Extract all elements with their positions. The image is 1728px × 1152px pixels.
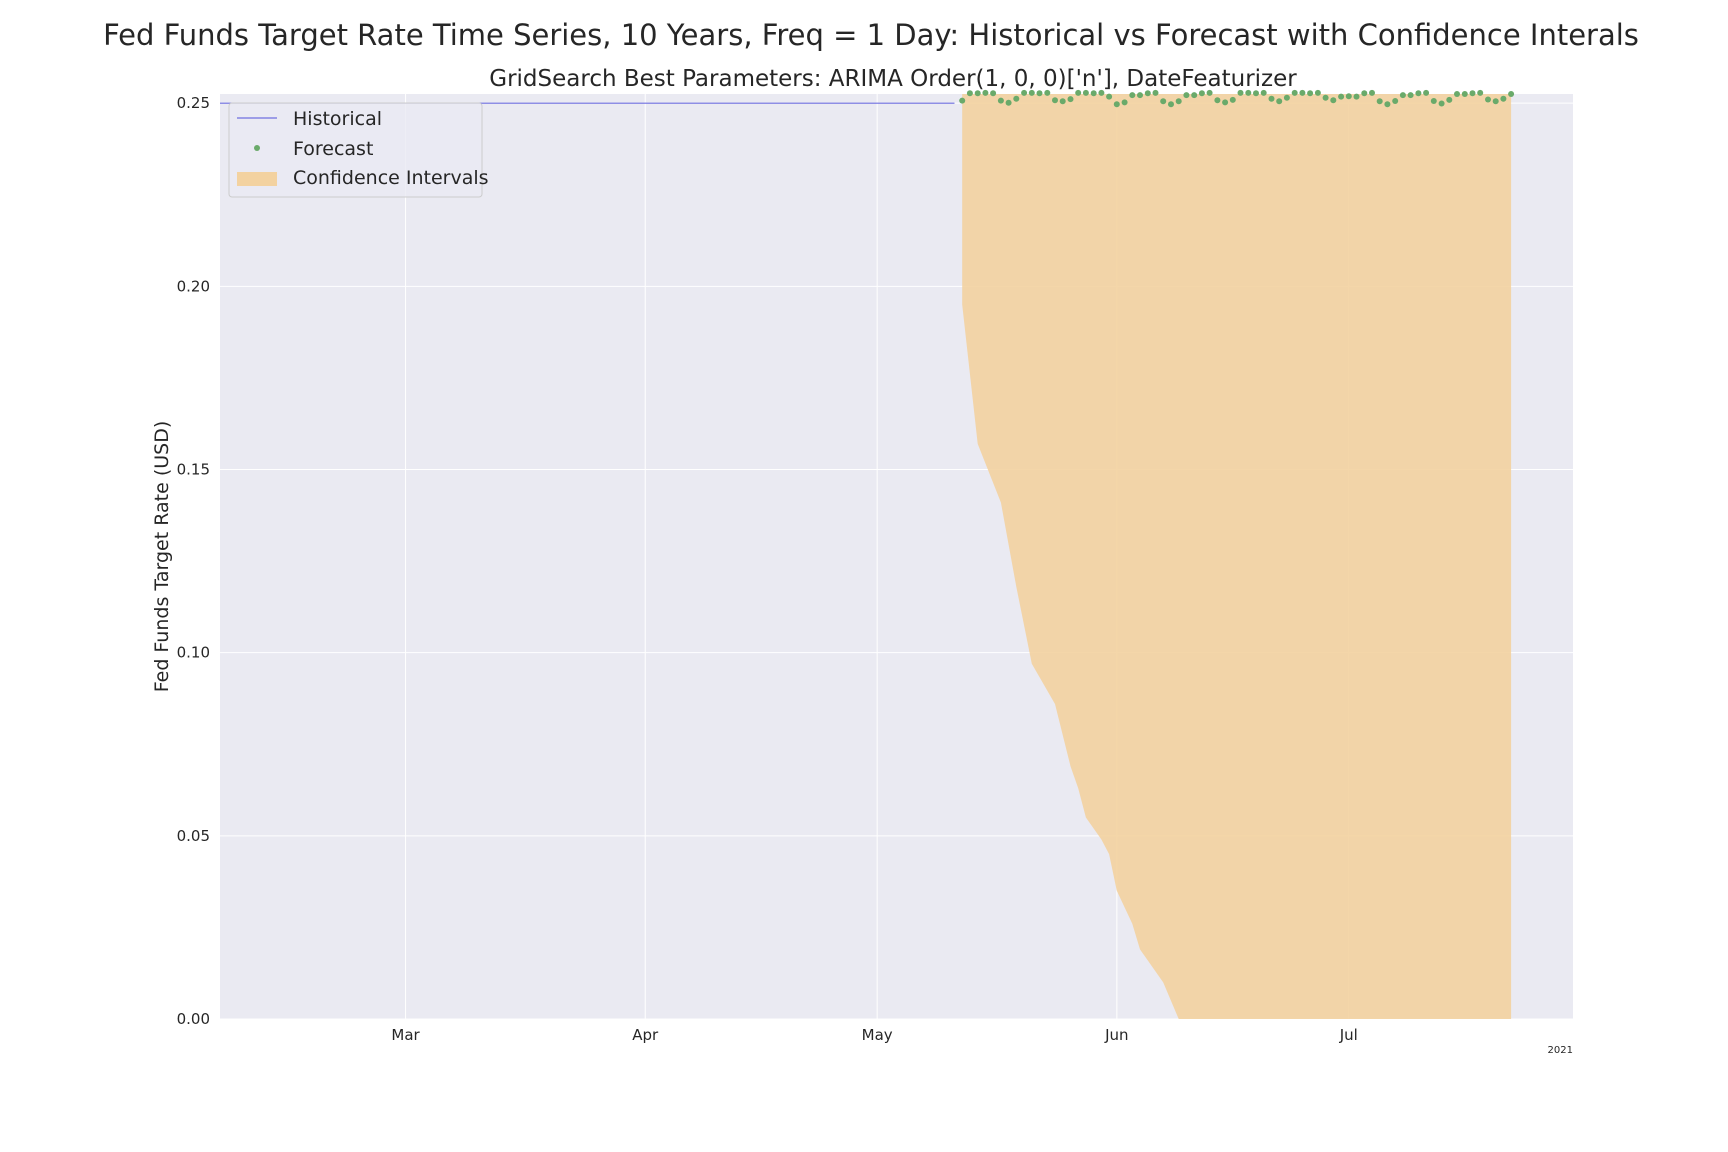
y-axis-label: Fed Funds Target Rate (USD) (151, 421, 173, 693)
forecast-point (1307, 90, 1314, 97)
forecast-point (1113, 101, 1120, 108)
forecast-point (1423, 89, 1430, 96)
legend-confidence-swatch (237, 172, 277, 186)
forecast-point (1399, 92, 1406, 99)
forecast-point (1485, 96, 1491, 103)
forecast-point (1067, 96, 1074, 103)
forecast-point (1152, 89, 1159, 96)
forecast-point (997, 97, 1004, 104)
forecast-point (1430, 98, 1437, 104)
chart-subtitle: GridSearch Best Parameters: ARIMA Order(… (489, 66, 1297, 92)
forecast-point (1013, 95, 1020, 102)
forecast-point (1106, 93, 1113, 100)
forecast-point (1021, 89, 1028, 96)
y-tick-label: 0.10 (177, 644, 210, 662)
forecast-point (1461, 91, 1468, 97)
legend-forecast-label: Forecast (293, 138, 373, 160)
forecast-point (1330, 97, 1337, 104)
forecast-point (1477, 89, 1484, 96)
chart-title: Fed Funds Target Rate Time Series, 10 Ye… (103, 18, 1639, 52)
forecast-point (1492, 98, 1499, 105)
forecast-point (1222, 99, 1229, 106)
forecast-point (1446, 96, 1453, 103)
forecast-point (1291, 89, 1298, 96)
y-tick-label: 0.15 (177, 460, 210, 478)
forecast-point (1384, 101, 1391, 108)
x-tick-label: Jul (1339, 1026, 1358, 1044)
forecast-point (1044, 89, 1051, 96)
forecast-point (1206, 89, 1213, 96)
legend-confidence-label: Confidence Intervals (293, 167, 489, 189)
forecast-point (974, 90, 981, 97)
legend: Historical Forecast Confidence Intervals (228, 102, 489, 198)
x-tick-label: Mar (391, 1026, 420, 1044)
forecast-point (1229, 96, 1236, 103)
forecast-point (1276, 98, 1283, 105)
x-axis-offset-label: 2021 (1548, 1045, 1573, 1056)
y-tick-label: 0.25 (177, 94, 210, 112)
forecast-point (1191, 92, 1198, 99)
forecast-point (1168, 101, 1174, 108)
forecast-point (1059, 98, 1066, 105)
forecast-point (1438, 100, 1445, 107)
y-tick-label: 0.05 (177, 827, 210, 845)
forecast-point (1052, 97, 1058, 104)
forecast-point (1082, 89, 1089, 96)
forecast-point (1075, 89, 1082, 96)
x-tick-label: Jun (1104, 1026, 1128, 1044)
forecast-point (1392, 98, 1399, 104)
forecast-point (1237, 89, 1244, 96)
legend-box (228, 102, 483, 198)
forecast-point (1508, 91, 1515, 97)
forecast-point (1137, 92, 1143, 99)
forecast-point (1454, 91, 1460, 97)
forecast-point (1183, 92, 1190, 99)
forecast-point (1198, 90, 1205, 97)
forecast-point (1160, 98, 1167, 105)
forecast-point (1338, 93, 1345, 100)
x-tick-label: May (862, 1026, 893, 1044)
forecast-point (1005, 99, 1012, 106)
forecast-point (1283, 94, 1290, 101)
forecast-point (1314, 89, 1321, 96)
forecast-point (1245, 89, 1252, 96)
forecast-point (1175, 98, 1182, 105)
forecast-point (990, 90, 997, 97)
forecast-point (1260, 89, 1267, 96)
forecast-point (1098, 89, 1105, 96)
forecast-point (1361, 90, 1368, 97)
y-tick-label: 0.00 (177, 1010, 210, 1028)
forecast-point (1322, 94, 1329, 101)
tick-labels: 0.00 0.05 0.10 0.15 0.20 0.25 Mar Apr May Jun Jul (177, 94, 1358, 1044)
forecast-point (1253, 90, 1259, 97)
forecast-point (1121, 99, 1128, 106)
forecast-point (1090, 90, 1097, 97)
forecast-point (1469, 90, 1476, 97)
legend-forecast-swatch (254, 145, 260, 151)
forecast-point (1353, 93, 1360, 100)
forecast-point (966, 90, 973, 97)
forecast-point (1500, 95, 1507, 102)
forecast-point (1144, 90, 1151, 97)
forecast-point (959, 97, 966, 104)
forecast-points-layer (959, 89, 1515, 108)
forecast-point (1129, 92, 1136, 99)
forecast-point (982, 89, 989, 96)
forecast-point (1345, 93, 1352, 100)
forecast-point (1407, 92, 1414, 99)
forecast-point (1036, 90, 1043, 97)
forecast-point (1214, 97, 1221, 104)
forecast-point (1268, 95, 1275, 102)
confidence-band-layer (962, 94, 1512, 1019)
forecast-point (1376, 98, 1383, 105)
x-tick-label: Apr (632, 1026, 659, 1044)
forecast-point (1415, 90, 1422, 97)
y-tick-label: 0.20 (177, 277, 210, 295)
forecast-point (1028, 89, 1035, 96)
forecast-point (1299, 89, 1306, 96)
confidence-band (962, 94, 1512, 1019)
legend-historical-label: Historical (293, 108, 382, 130)
forecast-point (1369, 89, 1375, 96)
